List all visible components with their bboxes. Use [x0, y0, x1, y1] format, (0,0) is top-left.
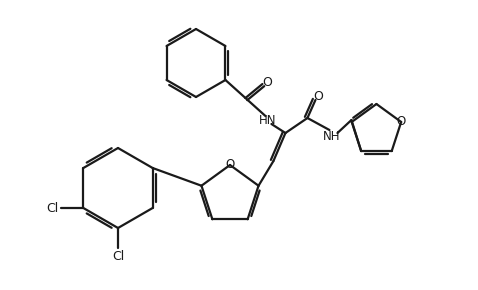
Text: NH: NH	[323, 130, 340, 144]
Text: Cl: Cl	[46, 202, 58, 215]
Text: HN: HN	[259, 115, 276, 128]
Text: Cl: Cl	[112, 249, 124, 262]
Text: O: O	[225, 159, 235, 171]
Text: O: O	[397, 115, 406, 128]
Text: O: O	[314, 90, 324, 102]
Text: O: O	[262, 77, 272, 90]
